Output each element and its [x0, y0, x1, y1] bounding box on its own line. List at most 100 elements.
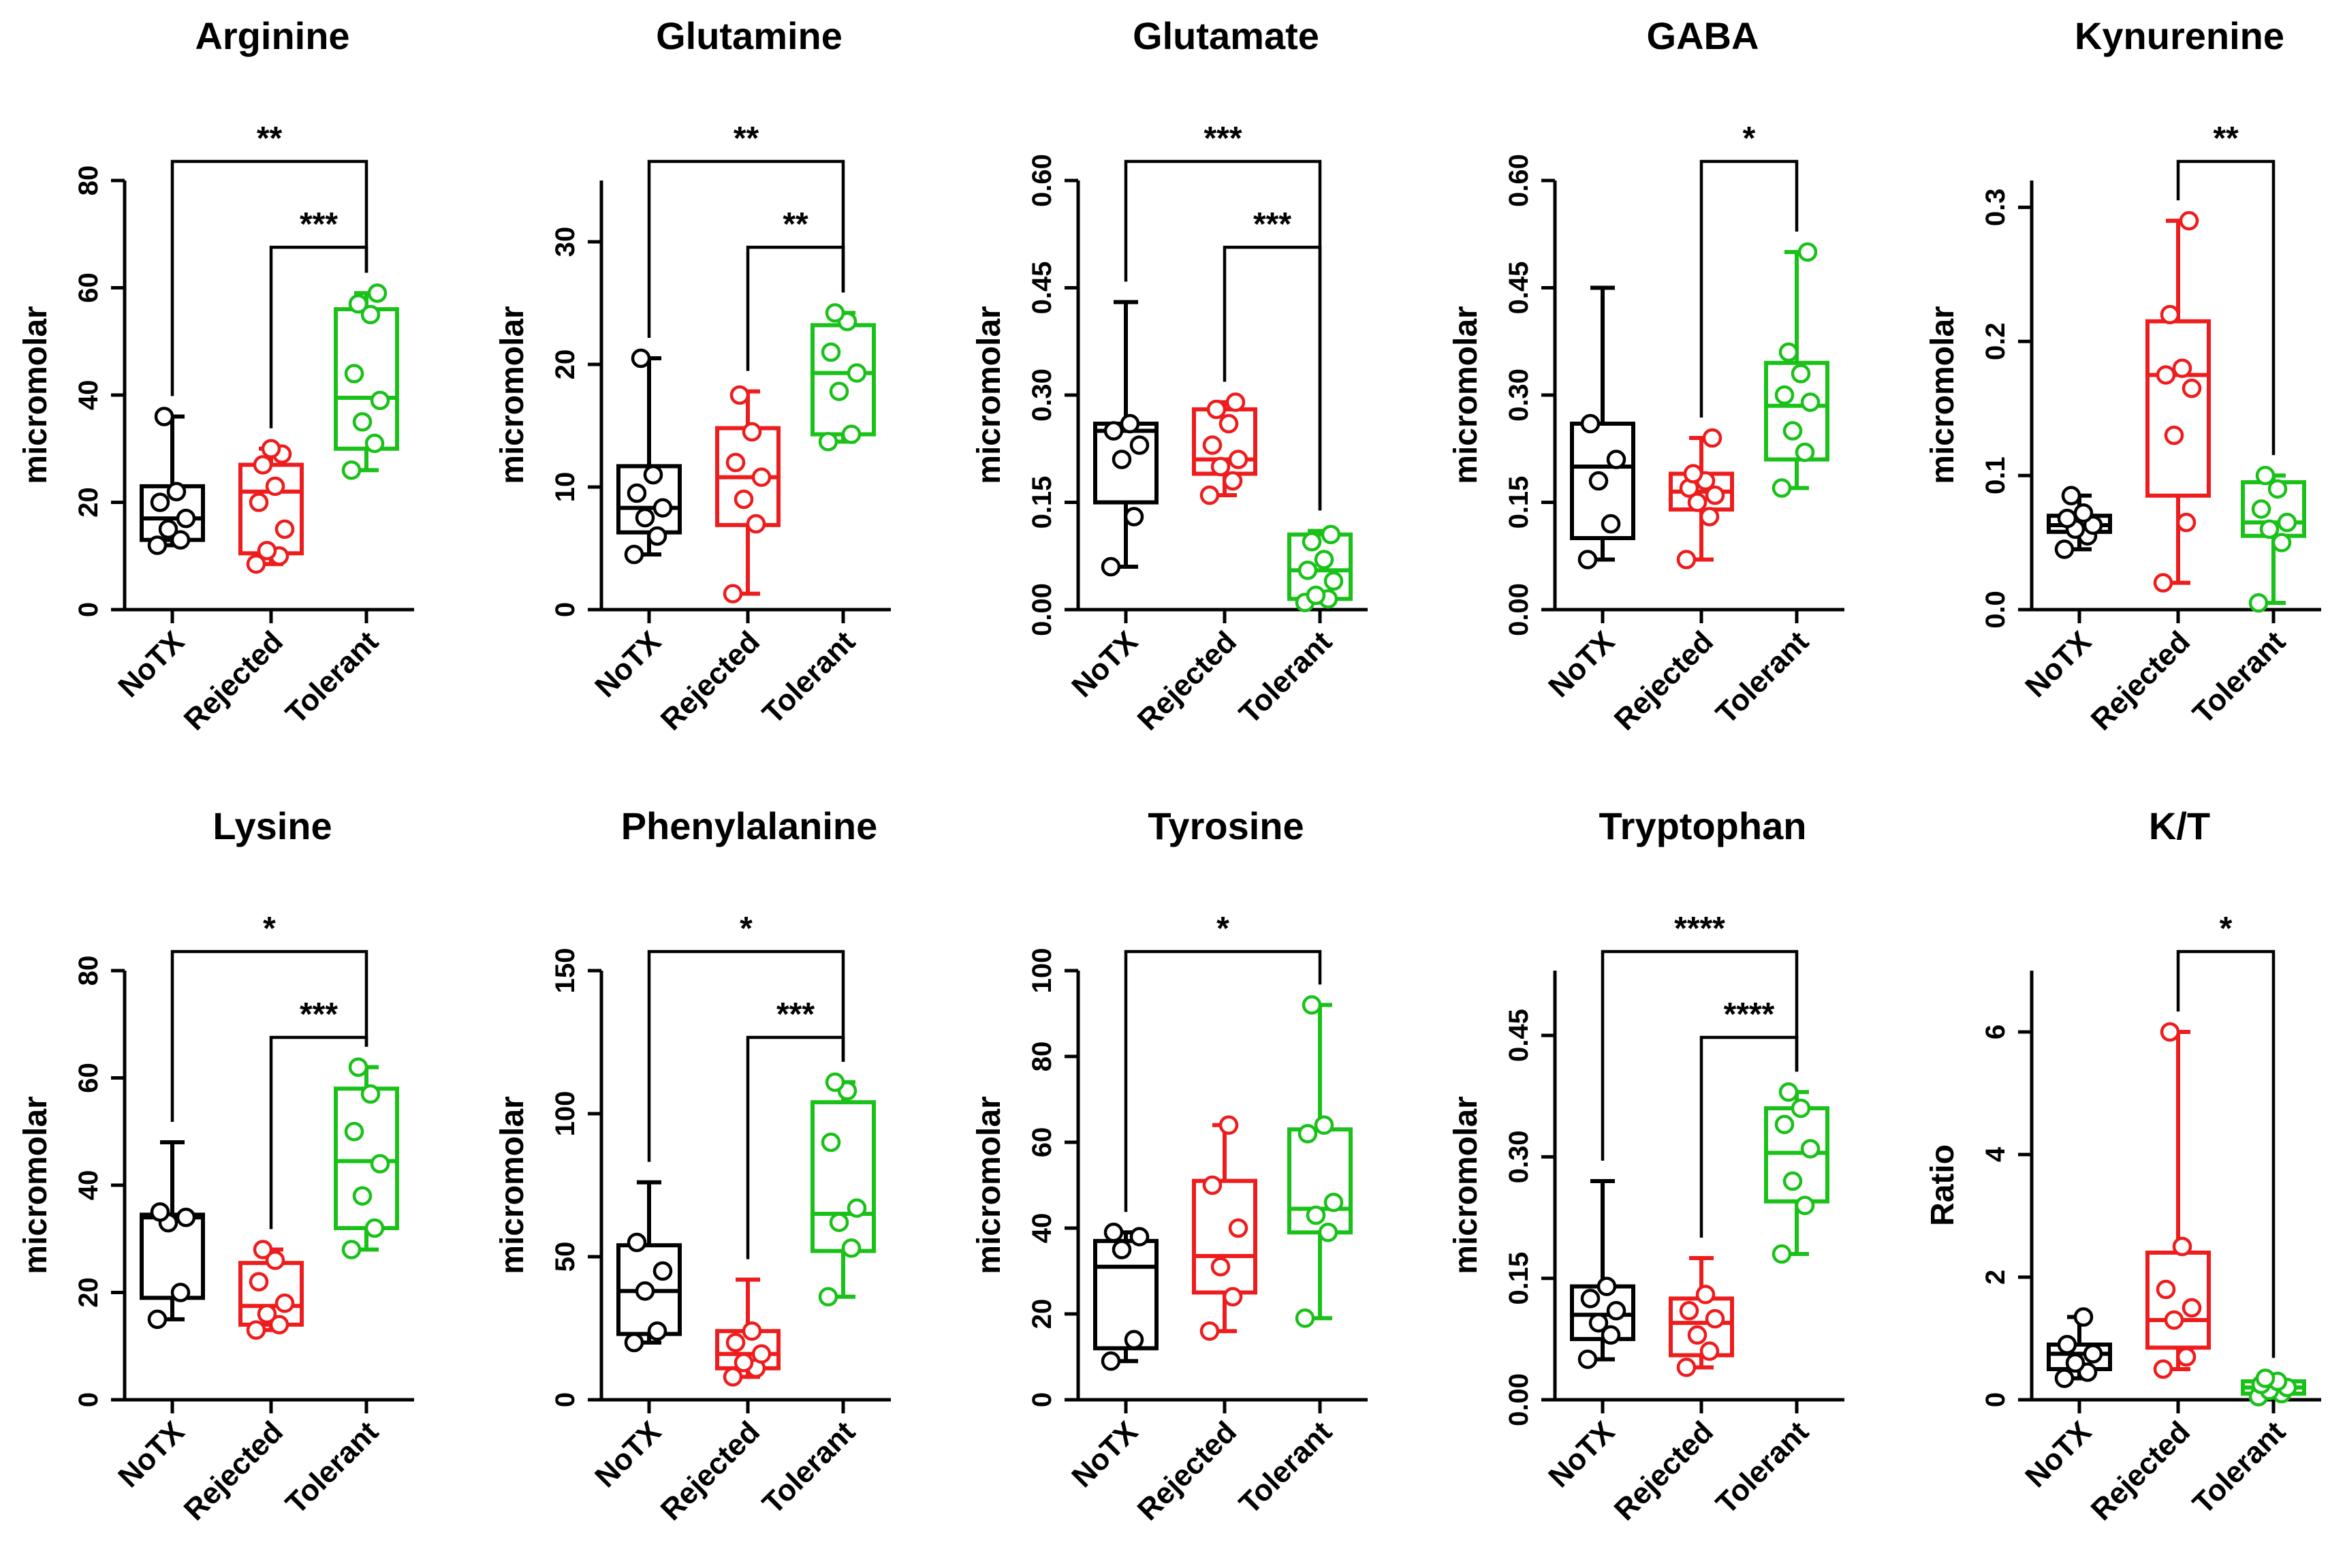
y-tick-label: 0.2 [1981, 322, 2011, 360]
box-notx [1570, 285, 1635, 569]
y-tick-label: 100 [550, 1091, 580, 1137]
y-tick-label: 40 [74, 1170, 104, 1201]
data-point [643, 465, 663, 485]
data-point [158, 519, 178, 539]
box-tolerant [810, 1072, 876, 1307]
y-tick-label: 20 [74, 487, 104, 518]
box-rejected [715, 385, 781, 603]
x-tick-label: Tolerant [1710, 625, 1815, 730]
data-point [1800, 392, 1821, 412]
data-point [742, 422, 762, 442]
data-point [176, 508, 196, 529]
data-point [150, 1202, 170, 1222]
box-rejected [715, 1277, 781, 1387]
data-point [1782, 1171, 1803, 1191]
y-tick-label: 20 [550, 349, 580, 380]
y-tick-label: 0.45 [1504, 262, 1534, 315]
data-point [246, 1320, 266, 1340]
x-tick-label: Tolerant [1710, 1415, 1815, 1520]
significance-label: *** [776, 997, 815, 1033]
bracket-line [170, 159, 368, 396]
y-tick-label: 0.30 [1504, 1130, 1534, 1183]
data-point [2061, 486, 2081, 505]
data-point [2271, 533, 2292, 552]
box-rejected [1192, 1115, 1257, 1341]
y-axis-label: micromolar [971, 306, 1007, 484]
y-tick-label: 0.00 [1504, 1373, 1534, 1426]
data-point [274, 1293, 295, 1313]
data-point [751, 1344, 772, 1364]
y-tick-label: 0.00 [1504, 583, 1534, 636]
y-tick-label: 6 [1981, 1024, 2011, 1039]
significance-bracket: * [1699, 121, 1799, 418]
data-point [1774, 385, 1795, 405]
data-point [1702, 428, 1722, 448]
data-point [1297, 561, 1318, 580]
data-point [257, 541, 277, 561]
bracket-line [1699, 159, 1799, 418]
x-tick-label: NoTX [1542, 1415, 1621, 1494]
x-tick-label: Rejected [655, 625, 766, 736]
data-point [1314, 1115, 1334, 1135]
data-point [341, 1240, 362, 1259]
x-tick-label: Rejected [1608, 1415, 1720, 1526]
box-notx [140, 407, 205, 555]
data-point [1129, 435, 1150, 455]
data-point [624, 1332, 644, 1353]
x-tick-label: NoTX [1065, 1415, 1144, 1494]
data-point [2277, 512, 2297, 533]
box-tolerant [1764, 242, 1829, 498]
data-point [360, 1084, 381, 1104]
data-point [631, 348, 651, 369]
data-point [1210, 1257, 1231, 1276]
box-rejected [1669, 428, 1734, 569]
data-point [2164, 1310, 2184, 1330]
chart-title: Tryptophan [1599, 804, 1807, 847]
data-point [1101, 556, 1121, 577]
data-point [1323, 571, 1344, 591]
data-point [1778, 342, 1799, 362]
data-point [1124, 1330, 1144, 1350]
bracket-line [1601, 950, 1799, 1161]
box-rejected [238, 439, 304, 574]
data-point [841, 424, 862, 444]
data-point [246, 554, 266, 574]
data-point [1778, 1082, 1799, 1102]
y-axis-label: micromolar [494, 1096, 531, 1274]
chart-title: Arginine [195, 14, 349, 57]
y-axis-label: micromolar [18, 1096, 54, 1274]
data-point [257, 1304, 277, 1324]
data-point [2182, 378, 2202, 398]
bracket-line [269, 1035, 368, 1229]
data-point [1129, 1227, 1150, 1246]
data-point [825, 303, 845, 323]
chart-panel-kynurenine: Kynurenine micromolar 0.0 0.1 0.2 0.3 NoTXReje… [1925, 14, 2321, 737]
data-point [2073, 503, 2094, 523]
y-tick-label: 0 [1027, 1392, 1057, 1407]
data-point [1103, 1223, 1124, 1242]
data-point [723, 584, 743, 603]
data-point [1774, 1114, 1795, 1135]
data-point [2057, 508, 2077, 529]
data-point [1797, 242, 1818, 262]
box-notx [616, 1180, 682, 1353]
data-point [818, 432, 838, 452]
data-point [269, 1315, 289, 1334]
data-point [825, 1072, 845, 1093]
significance-label: *** [1253, 206, 1291, 242]
chart-panel-phenylalanine: Phenylalanine micromolar 0 50 100 150 NoTXReje… [494, 804, 891, 1527]
y-tick-label: 80 [1027, 1041, 1057, 1072]
significance-label: * [740, 911, 753, 947]
data-point [367, 283, 388, 303]
box-tolerant [2241, 1368, 2306, 1407]
data-point [265, 1251, 285, 1270]
significance-bracket: *** [269, 997, 368, 1229]
x-tick-label: Tolerant [279, 625, 385, 730]
x-tick-label: NoTX [112, 625, 191, 704]
x-tick-label: Tolerant [756, 625, 862, 730]
data-point [725, 1332, 746, 1353]
y-axis-label: micromolar [18, 306, 54, 484]
data-point [647, 526, 667, 546]
y-tick-label: 0.15 [1504, 476, 1534, 529]
